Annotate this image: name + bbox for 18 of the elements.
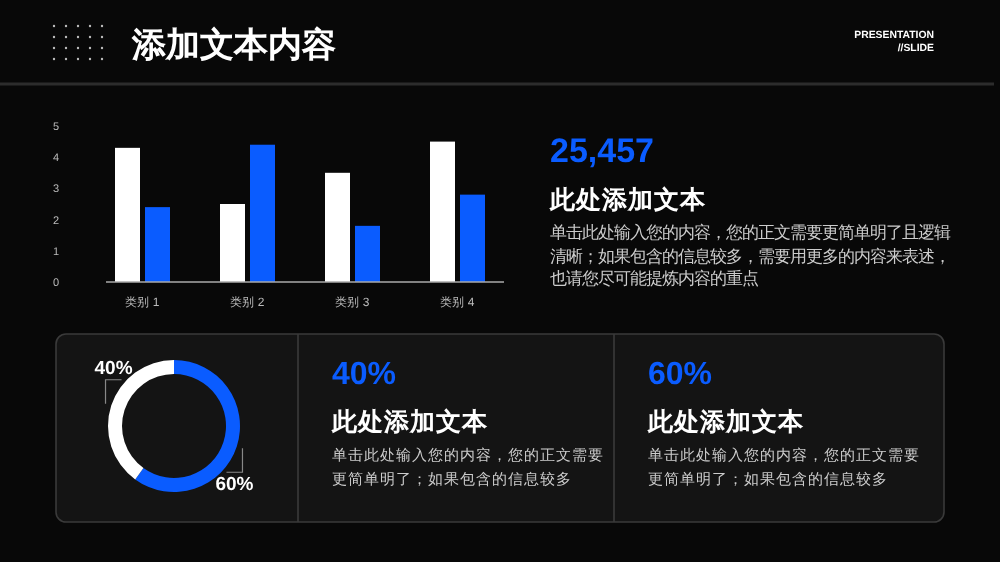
- bar: [355, 225, 380, 282]
- text: 此处添加文本: [648, 406, 806, 440]
- data-label: 60%: [215, 474, 255, 497]
- text: 单击此处输入您的内容，您的正文需要更简单明了且逻辑清晰；如果包含的信息较多，需要用更多的内容来表述，也请您尽可能提炼内容的重点: [550, 222, 953, 291]
- bar: [325, 172, 350, 282]
- text: 此处添加文本: [550, 184, 708, 218]
- chart-title: 添加文本内容: [130, 26, 336, 64]
- bar: [145, 207, 170, 282]
- bar: [220, 204, 245, 282]
- bar: [250, 144, 275, 282]
- text: 此处添加文本: [332, 406, 490, 440]
- bar: [460, 194, 485, 282]
- text: 60%: [648, 356, 715, 396]
- bar: [430, 141, 455, 282]
- data-label: 40%: [94, 357, 134, 380]
- text: 25,457: [550, 130, 656, 174]
- text: 40%: [332, 356, 399, 396]
- bar: [115, 147, 140, 282]
